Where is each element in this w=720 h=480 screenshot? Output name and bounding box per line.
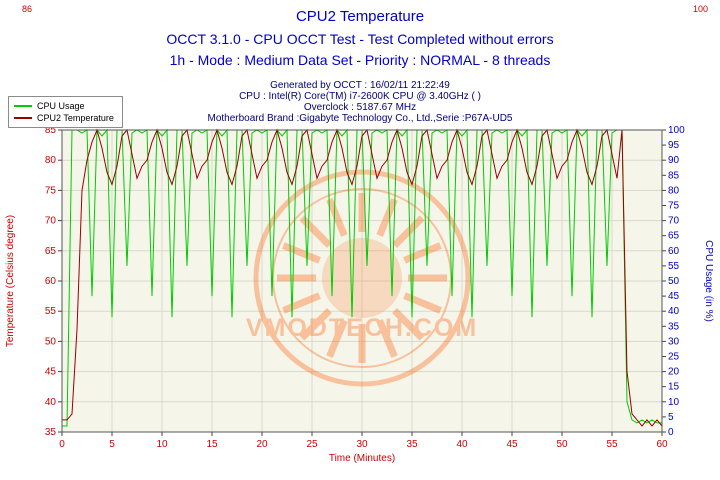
test-result-line: OCCT 3.1.0 - CPU OCCT Test - Test Comple… xyxy=(166,31,554,47)
legend-item-cpu2-temperature: CPU2 Temperature xyxy=(14,112,114,124)
svg-text:0: 0 xyxy=(59,439,65,450)
svg-text:25: 25 xyxy=(306,439,318,450)
overclock-line: Overclock : 5187.67 MHz xyxy=(303,102,417,113)
svg-text:35: 35 xyxy=(668,321,680,332)
plot-background xyxy=(61,129,663,433)
svg-text:80: 80 xyxy=(45,155,57,166)
svg-text:90: 90 xyxy=(668,155,680,166)
svg-text:55: 55 xyxy=(668,261,680,272)
plot-series-and-axes: 3540455055606570758085051015202530354045… xyxy=(45,125,685,450)
legend-label-cpu2-temperature: CPU2 Temperature xyxy=(37,113,114,123)
svg-text:50: 50 xyxy=(668,276,680,287)
svg-text:85: 85 xyxy=(668,170,680,181)
svg-text:50: 50 xyxy=(45,336,57,347)
max-temperature-label: 86 xyxy=(22,4,33,14)
svg-text:40: 40 xyxy=(45,397,57,408)
svg-text:25: 25 xyxy=(668,352,680,363)
generated-timestamp: Generated by OCCT : 16/02/11 21:22:49 xyxy=(270,80,450,91)
svg-text:40: 40 xyxy=(668,306,680,317)
svg-text:15: 15 xyxy=(668,382,680,393)
cpu2-temperature-line-swatch xyxy=(14,117,32,119)
svg-text:15: 15 xyxy=(206,439,218,450)
watermark-center-disc xyxy=(322,238,402,318)
svg-text:65: 65 xyxy=(45,246,57,257)
cpu-usage-line-swatch xyxy=(14,105,32,107)
svg-text:10: 10 xyxy=(668,397,680,408)
svg-text:75: 75 xyxy=(45,185,57,196)
svg-text:40: 40 xyxy=(456,439,468,450)
right-axis-title: CPU Usage (in %) xyxy=(703,240,714,322)
svg-text:20: 20 xyxy=(256,439,268,450)
left-axis-title: Temperature (Celsius degree) xyxy=(5,215,16,347)
watermark-outer-ring xyxy=(253,169,471,387)
svg-text:55: 55 xyxy=(45,306,57,317)
svg-text:70: 70 xyxy=(45,216,57,227)
svg-text:60: 60 xyxy=(656,439,668,450)
max-usage-label: 100 xyxy=(692,4,708,14)
svg-text:5: 5 xyxy=(668,412,674,423)
svg-text:70: 70 xyxy=(668,216,680,227)
svg-text:45: 45 xyxy=(45,367,57,378)
test-mode-line: 1h - Mode : Medium Data Set - Priority :… xyxy=(169,52,551,68)
svg-text:75: 75 xyxy=(668,201,680,212)
svg-text:50: 50 xyxy=(556,439,568,450)
x-axis-title: Time (Minutes) xyxy=(329,453,395,464)
svg-text:60: 60 xyxy=(668,246,680,257)
watermark-text: VMODTECH.COM xyxy=(246,314,478,342)
svg-text:100: 100 xyxy=(668,125,685,136)
svg-text:30: 30 xyxy=(668,336,680,347)
legend-item-cpu-usage: CPU Usage xyxy=(14,100,114,112)
svg-text:55: 55 xyxy=(606,439,618,450)
page-title: CPU2 Temperature xyxy=(295,8,425,25)
svg-text:30: 30 xyxy=(356,439,368,450)
svg-text:80: 80 xyxy=(668,185,680,196)
legend-label-cpu-usage: CPU Usage xyxy=(37,101,85,111)
svg-text:65: 65 xyxy=(668,231,680,242)
svg-text:35: 35 xyxy=(45,427,57,438)
svg-text:0: 0 xyxy=(668,427,674,438)
cpu-model-line: CPU : Intel(R) Core(TM) i7-2600K CPU @ 3… xyxy=(239,91,481,102)
svg-text:35: 35 xyxy=(406,439,418,450)
svg-text:45: 45 xyxy=(506,439,518,450)
svg-text:45: 45 xyxy=(668,291,680,302)
chart-legend: CPU Usage CPU2 Temperature xyxy=(8,96,123,128)
svg-text:85: 85 xyxy=(45,125,57,136)
svg-text:5: 5 xyxy=(109,439,115,450)
motherboard-line: Motherboard Brand :Gigabyte Technology C… xyxy=(207,113,513,124)
svg-text:10: 10 xyxy=(156,439,168,450)
svg-text:95: 95 xyxy=(668,140,680,151)
svg-text:20: 20 xyxy=(668,367,680,378)
svg-text:60: 60 xyxy=(45,276,57,287)
